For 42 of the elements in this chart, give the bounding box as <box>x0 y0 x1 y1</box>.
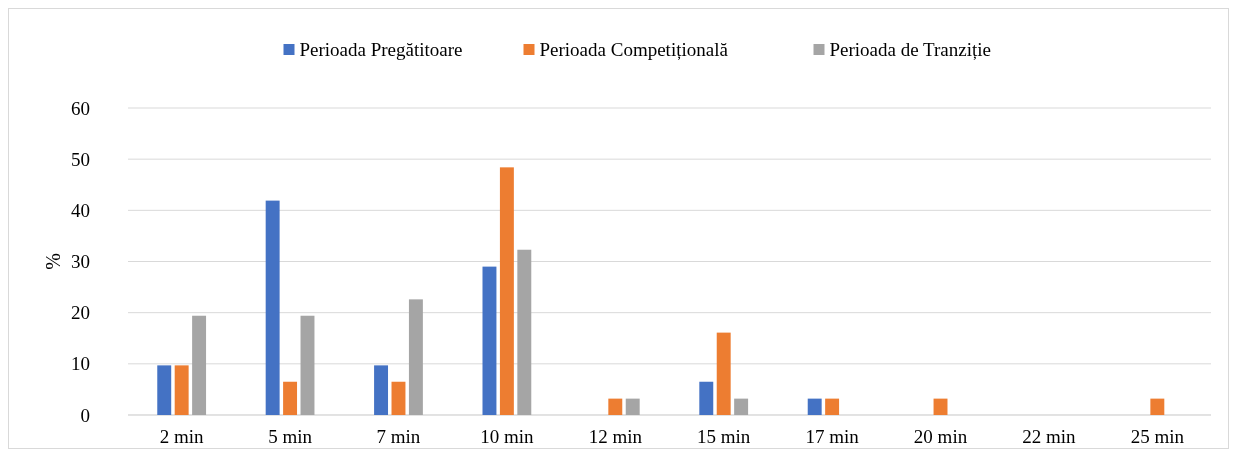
x-tick-label: 2 min <box>159 426 205 447</box>
y-tick-label: 30 <box>71 251 90 273</box>
bar <box>391 381 406 415</box>
y-tick-label: 20 <box>71 302 90 324</box>
x-tick-label: 12 min <box>588 426 643 447</box>
x-tick-label: 17 min <box>805 426 860 447</box>
y-tick-label: 10 <box>71 353 90 375</box>
bar <box>408 299 423 415</box>
bar <box>625 398 640 415</box>
bar <box>499 167 514 415</box>
y-axis-title: % <box>42 253 64 270</box>
x-tick-label: 5 min <box>268 426 313 447</box>
bar <box>807 398 822 415</box>
x-tick-label: 15 min <box>697 426 751 447</box>
x-tick-label: 10 min <box>480 426 535 447</box>
bar <box>517 249 532 415</box>
legend-label: Perioada Competițională <box>539 39 729 60</box>
y-tick-label: 60 <box>71 97 90 119</box>
bar <box>157 365 172 415</box>
bar <box>734 398 749 415</box>
bar <box>192 315 207 415</box>
bar <box>283 381 298 415</box>
bar <box>933 398 948 415</box>
legend-label: Perioada de Tranziție <box>829 39 991 60</box>
x-tick-label: 7 min <box>376 426 421 447</box>
x-tick-label: 22 min <box>1022 426 1077 447</box>
bar <box>482 266 497 415</box>
x-tick-label: 20 min <box>913 426 968 447</box>
y-tick-label: 0 <box>80 404 90 426</box>
x-tick-label: 25 min <box>1130 426 1185 447</box>
bar <box>699 381 714 415</box>
bar <box>300 315 315 415</box>
bar <box>825 398 840 415</box>
y-tick-label: 50 <box>71 148 90 170</box>
bar <box>1150 398 1165 415</box>
legend-label: Perioada Pregătitoare <box>299 39 463 60</box>
bar <box>265 200 280 415</box>
y-tick-label: 40 <box>71 199 90 221</box>
bar <box>174 365 189 415</box>
bar <box>374 365 389 415</box>
bar <box>608 398 623 415</box>
bar <box>716 332 731 415</box>
